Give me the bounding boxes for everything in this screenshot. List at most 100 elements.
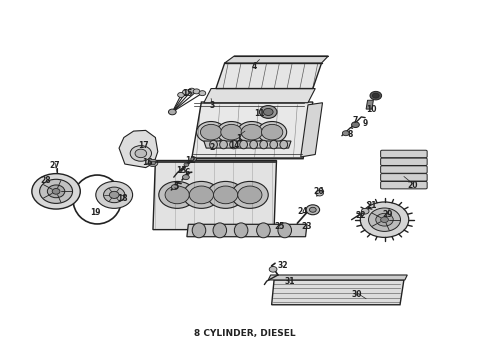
- Text: 2: 2: [209, 143, 215, 152]
- Circle shape: [231, 181, 268, 208]
- Circle shape: [262, 124, 283, 140]
- Ellipse shape: [278, 223, 292, 238]
- Polygon shape: [119, 130, 158, 168]
- Circle shape: [96, 181, 133, 208]
- Polygon shape: [301, 103, 322, 157]
- FancyBboxPatch shape: [381, 158, 427, 166]
- Circle shape: [264, 108, 273, 116]
- Circle shape: [109, 192, 119, 198]
- Ellipse shape: [213, 223, 226, 238]
- Polygon shape: [224, 56, 328, 63]
- Circle shape: [269, 266, 277, 272]
- Text: 25: 25: [275, 221, 285, 230]
- Circle shape: [191, 157, 196, 161]
- Ellipse shape: [240, 140, 247, 149]
- FancyBboxPatch shape: [381, 150, 427, 158]
- Text: 21: 21: [367, 201, 377, 210]
- Polygon shape: [366, 100, 373, 109]
- Polygon shape: [271, 280, 404, 305]
- FancyBboxPatch shape: [381, 181, 427, 189]
- Circle shape: [221, 124, 242, 140]
- Text: 26: 26: [314, 187, 324, 196]
- Circle shape: [360, 202, 409, 238]
- Text: 11: 11: [254, 109, 265, 118]
- Text: 4: 4: [252, 62, 257, 71]
- Ellipse shape: [257, 223, 270, 238]
- Ellipse shape: [260, 140, 268, 149]
- Text: 30: 30: [351, 290, 362, 299]
- Circle shape: [188, 88, 195, 93]
- Circle shape: [196, 122, 225, 143]
- Circle shape: [182, 175, 189, 180]
- Text: 9: 9: [363, 119, 368, 128]
- Text: 17: 17: [138, 141, 148, 150]
- Text: 24: 24: [297, 207, 307, 216]
- Text: 28: 28: [40, 176, 51, 185]
- Circle shape: [361, 208, 369, 214]
- Circle shape: [182, 90, 189, 95]
- Circle shape: [352, 122, 359, 127]
- Polygon shape: [268, 275, 407, 280]
- Circle shape: [189, 186, 214, 204]
- Circle shape: [381, 217, 389, 222]
- Text: 5: 5: [173, 182, 179, 191]
- Text: 3: 3: [209, 101, 215, 110]
- Polygon shape: [204, 141, 291, 148]
- Circle shape: [32, 174, 80, 209]
- Circle shape: [237, 122, 267, 143]
- Text: 7: 7: [353, 116, 358, 125]
- Circle shape: [183, 181, 220, 208]
- Ellipse shape: [230, 140, 238, 149]
- Circle shape: [40, 179, 73, 203]
- Text: 20: 20: [407, 181, 417, 190]
- Text: 23: 23: [302, 222, 312, 231]
- Circle shape: [217, 122, 246, 143]
- Polygon shape: [153, 161, 276, 230]
- Circle shape: [52, 189, 60, 194]
- Circle shape: [258, 122, 287, 143]
- Text: 18: 18: [118, 194, 128, 203]
- Circle shape: [306, 205, 319, 215]
- Circle shape: [150, 161, 155, 165]
- Circle shape: [207, 181, 244, 208]
- Circle shape: [165, 186, 189, 204]
- Circle shape: [376, 213, 393, 226]
- Circle shape: [135, 149, 147, 158]
- Text: 15: 15: [183, 89, 193, 98]
- Polygon shape: [204, 89, 315, 103]
- Circle shape: [172, 185, 178, 190]
- Circle shape: [260, 105, 277, 118]
- Text: 22: 22: [355, 211, 366, 220]
- Circle shape: [103, 187, 125, 203]
- Ellipse shape: [270, 140, 278, 149]
- Ellipse shape: [250, 140, 258, 149]
- Circle shape: [169, 109, 176, 115]
- Circle shape: [199, 91, 206, 96]
- Ellipse shape: [192, 223, 206, 238]
- Circle shape: [48, 185, 65, 198]
- Text: 27: 27: [50, 161, 60, 170]
- Circle shape: [178, 93, 184, 98]
- Text: 6: 6: [184, 168, 190, 177]
- Circle shape: [370, 91, 382, 100]
- Text: 19: 19: [91, 208, 101, 217]
- Circle shape: [184, 163, 189, 167]
- Circle shape: [148, 159, 158, 167]
- Text: 12: 12: [186, 156, 196, 165]
- FancyBboxPatch shape: [381, 166, 427, 173]
- Text: 16: 16: [142, 158, 152, 167]
- Circle shape: [214, 186, 238, 204]
- Circle shape: [193, 89, 200, 94]
- FancyBboxPatch shape: [381, 174, 427, 181]
- Text: 29: 29: [383, 210, 393, 219]
- Polygon shape: [192, 102, 313, 159]
- Polygon shape: [216, 63, 321, 89]
- Circle shape: [343, 131, 349, 136]
- Circle shape: [368, 208, 400, 231]
- Text: 1: 1: [237, 134, 242, 143]
- Circle shape: [372, 93, 379, 98]
- Ellipse shape: [280, 140, 288, 149]
- Text: 14: 14: [229, 141, 240, 150]
- Ellipse shape: [210, 140, 218, 149]
- Text: 32: 32: [277, 261, 288, 270]
